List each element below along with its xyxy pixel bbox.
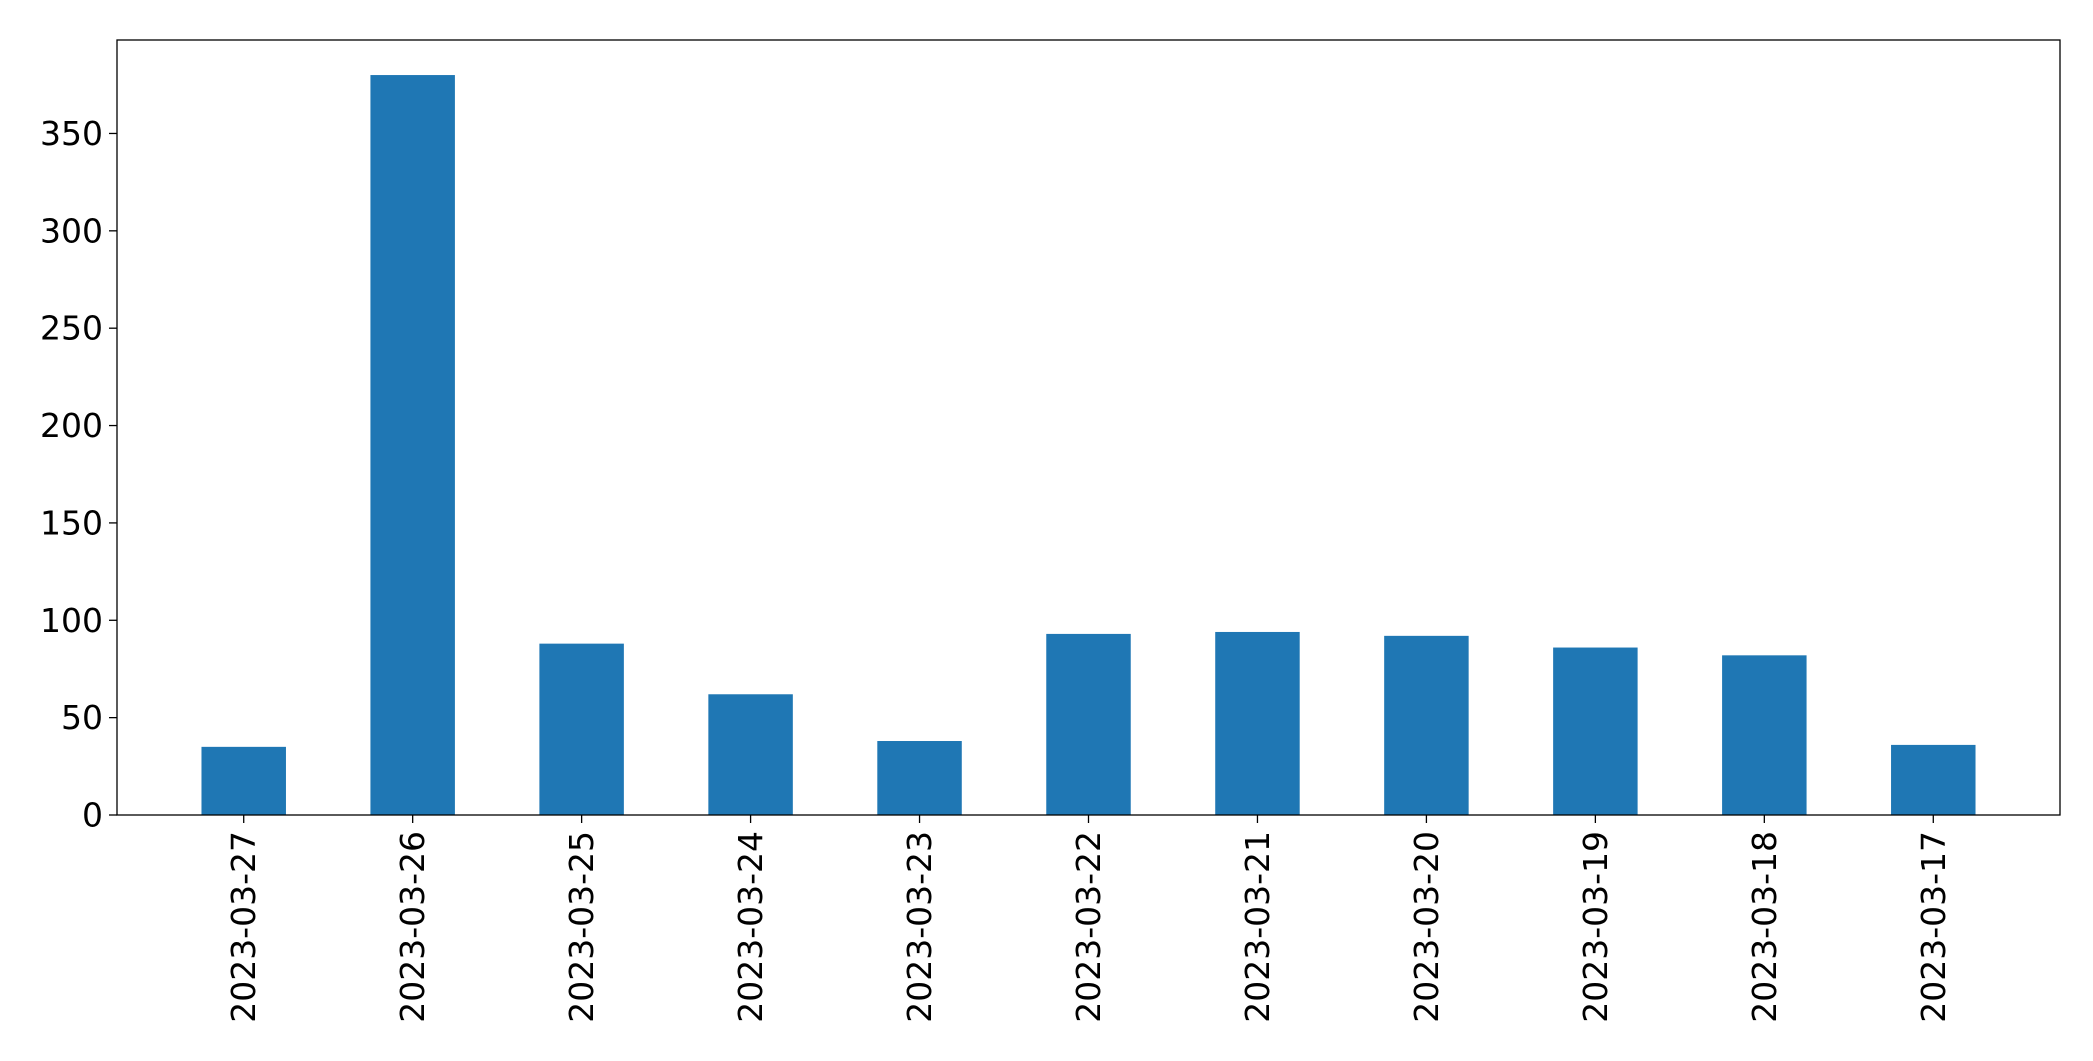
x-tick-label-2023-03-20: 2023-03-20 [1407, 831, 1446, 1023]
y-tick-label-350: 350 [40, 114, 103, 153]
x-tick-label-2023-03-25: 2023-03-25 [562, 831, 601, 1023]
bars-layer [201, 75, 1976, 816]
bar-2023-03-19 [1553, 647, 1638, 815]
x-tick-label-2023-03-18: 2023-03-18 [1745, 831, 1784, 1023]
x-tick-label-2023-03-19: 2023-03-19 [1576, 831, 1615, 1023]
y-tick-label-250: 250 [40, 309, 103, 348]
y-tick-label-50: 50 [61, 698, 103, 737]
bar-2023-03-20 [1384, 635, 1469, 815]
y-tick-label-0: 0 [82, 796, 103, 835]
x-tick-label-2023-03-24: 2023-03-24 [731, 831, 770, 1023]
bar-2023-03-23 [877, 741, 962, 815]
bar-2023-03-22 [1046, 633, 1131, 815]
y-tick-label-300: 300 [40, 211, 103, 250]
x-axis: 2023-03-27 2023-03-26 2023-03-25 2023-03-24… [224, 815, 1953, 1023]
bar-2023-03-17 [1891, 744, 1976, 815]
x-tick-label-2023-03-27: 2023-03-27 [224, 831, 263, 1023]
y-tick-label-100: 100 [40, 601, 103, 640]
x-tick-label-2023-03-21: 2023-03-21 [1238, 831, 1277, 1023]
bar-2023-03-25 [539, 643, 624, 815]
bar-2023-03-27 [201, 746, 286, 815]
y-axis: 0 50 100 150 200 250 300 350 [40, 114, 117, 835]
bar-2023-03-26 [370, 75, 455, 816]
x-tick-label-2023-03-22: 2023-03-22 [1069, 831, 1108, 1023]
x-tick-label-2023-03-17: 2023-03-17 [1914, 831, 1953, 1023]
bar-2023-03-21 [1215, 631, 1300, 815]
bar-2023-03-18 [1722, 655, 1807, 815]
plot-frame [116, 39, 2061, 816]
bar-2023-03-24 [708, 694, 793, 815]
y-tick-label-200: 200 [40, 406, 103, 445]
y-tick-label-150: 150 [40, 503, 103, 542]
x-tick-label-2023-03-26: 2023-03-26 [393, 831, 432, 1023]
x-tick-label-2023-03-23: 2023-03-23 [900, 831, 939, 1023]
